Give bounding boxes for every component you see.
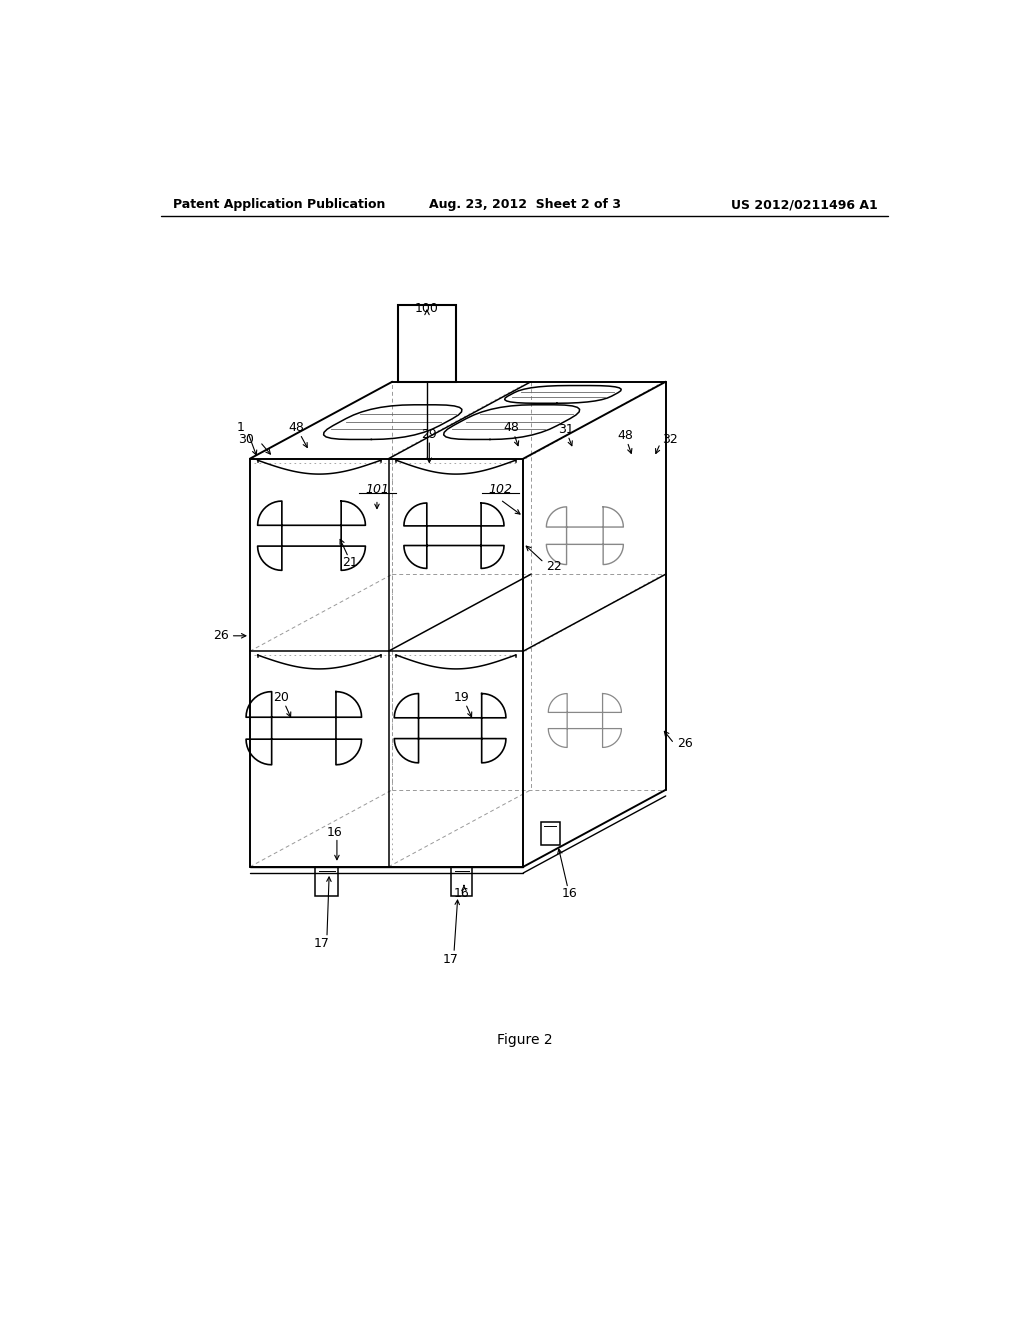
Text: US 2012/0211496 A1: US 2012/0211496 A1: [731, 198, 878, 211]
Text: 31: 31: [558, 422, 573, 436]
Text: Figure 2: Figure 2: [497, 1034, 553, 1047]
Text: 48: 48: [288, 421, 304, 434]
Text: 102: 102: [488, 483, 512, 496]
Text: 101: 101: [365, 483, 389, 496]
Text: 19: 19: [454, 690, 470, 704]
Text: 26: 26: [677, 737, 693, 750]
Text: 21: 21: [342, 556, 357, 569]
Text: 29: 29: [422, 428, 437, 441]
Text: 1: 1: [237, 421, 245, 434]
Text: 16: 16: [327, 825, 342, 838]
Text: 20: 20: [272, 690, 289, 704]
Text: 16: 16: [454, 887, 470, 900]
Text: 48: 48: [617, 429, 633, 442]
Text: 30: 30: [238, 433, 254, 446]
Text: 100: 100: [415, 302, 439, 315]
Text: 17: 17: [442, 953, 458, 966]
Text: 22: 22: [547, 560, 562, 573]
Text: 48: 48: [504, 421, 519, 434]
Text: Aug. 23, 2012  Sheet 2 of 3: Aug. 23, 2012 Sheet 2 of 3: [429, 198, 621, 211]
Text: 16: 16: [561, 887, 578, 900]
Text: 32: 32: [662, 433, 678, 446]
FancyBboxPatch shape: [398, 305, 456, 381]
Text: 17: 17: [313, 937, 330, 950]
Text: Patent Application Publication: Patent Application Publication: [173, 198, 385, 211]
Text: 26: 26: [214, 630, 229, 643]
